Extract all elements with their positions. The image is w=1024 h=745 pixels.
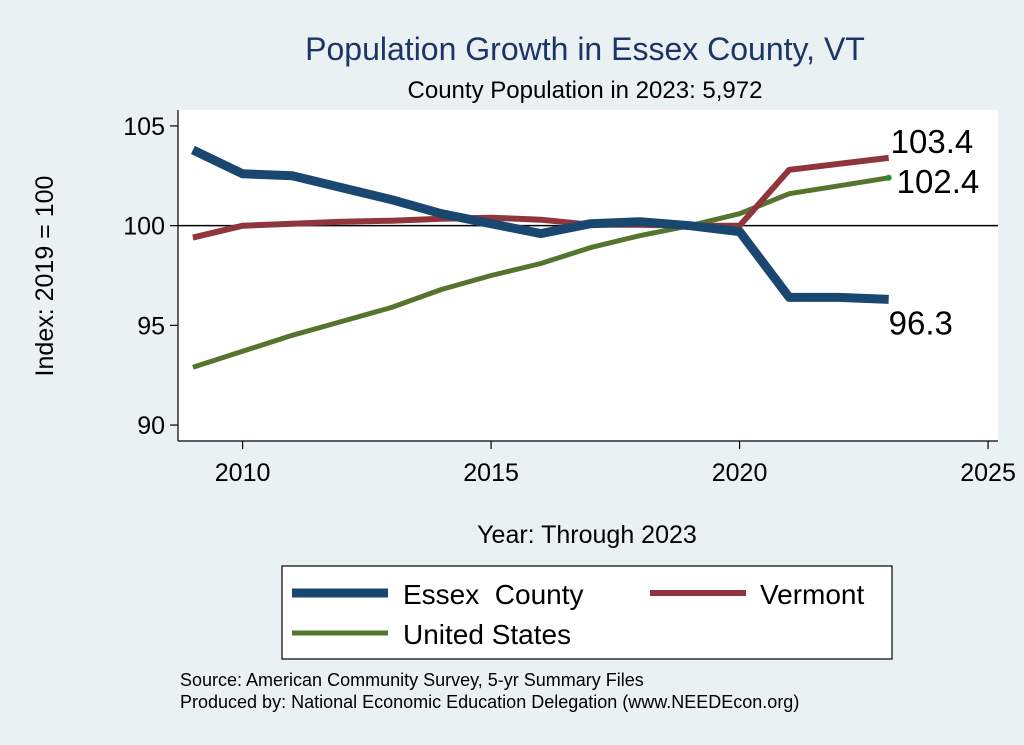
x-tick-label: 2025 [960, 459, 1016, 487]
y-tick-label: 95 [137, 312, 165, 340]
end-label-essex: 96.3 [889, 304, 953, 341]
x-tick-label: 2010 [215, 459, 271, 487]
legend-label-us: United States [403, 619, 571, 650]
series-line-us [192, 175, 890, 370]
y-axis: 90 95 100 105 [123, 110, 179, 441]
chart-title: Population Growth in Essex County, VT [305, 31, 865, 67]
legend: Essex County Vermont United States [281, 565, 893, 660]
legend-box [281, 565, 893, 660]
y-axis-label: Index: 2019 = 100 [31, 176, 59, 377]
plot-area [178, 110, 998, 441]
y-tick-label: 90 [137, 412, 165, 440]
chart-subtitle: County Population in 2023: 5,972 [408, 77, 763, 104]
legend-label-vermont: Vermont [760, 579, 864, 610]
series-group [190, 145, 892, 370]
legend-label-essex: Essex County [403, 579, 584, 610]
x-axis: 2010 2015 2020 2025 [178, 440, 1016, 487]
x-axis-label: Year: Through 2023 [477, 521, 697, 549]
series-line-essex [190, 145, 889, 304]
source-note: Source: American Community Survey, 5-yr … [180, 670, 644, 690]
end-label-us: 102.4 [897, 163, 980, 200]
produced-by-note: Produced by: National Economic Education… [180, 692, 799, 712]
series-line-vermont [192, 154, 890, 241]
y-tick-label: 105 [123, 113, 165, 141]
x-tick-label: 2015 [463, 459, 519, 487]
y-tick-label: 100 [123, 213, 165, 241]
x-tick-label: 2020 [712, 459, 768, 487]
series-end-marker-us [885, 174, 892, 181]
end-label-vermont: 103.4 [891, 123, 974, 160]
